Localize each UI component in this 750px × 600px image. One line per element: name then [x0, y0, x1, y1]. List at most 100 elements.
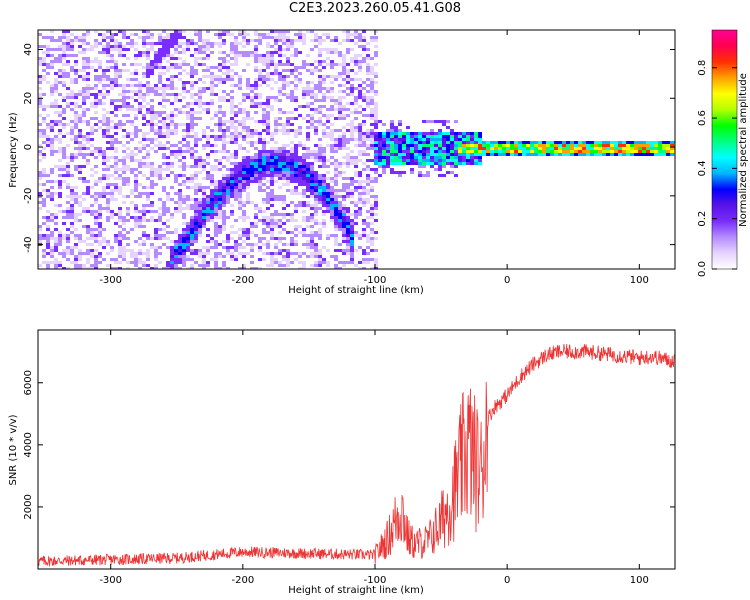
spectrogram-cell	[194, 132, 198, 135]
colorbar-tick-label: 0.0	[697, 261, 708, 277]
spectrogram-cell	[314, 183, 318, 186]
spectrogram-cell	[310, 264, 314, 267]
spectrogram-cell	[610, 147, 614, 150]
spectrogram-cell	[238, 78, 242, 81]
spectrogram-cell	[246, 51, 250, 54]
spectrogram-cell	[166, 237, 170, 240]
spectrogram-cell	[82, 33, 86, 36]
spectrogram-cell	[158, 174, 162, 177]
spectrogram-cell	[102, 84, 106, 87]
spectrogram-cell	[590, 147, 594, 150]
spectrogram-cell	[366, 171, 370, 174]
spectrogram-cell	[246, 156, 250, 159]
spectrogram-cell	[298, 204, 302, 207]
spectrogram-cell	[190, 174, 194, 177]
spectrogram-cell	[158, 228, 162, 231]
spectrogram-cell	[282, 156, 286, 159]
spectrogram-cell	[62, 144, 66, 147]
spectrogram-cell	[138, 237, 142, 240]
spectrogram-cell	[154, 51, 158, 54]
spectrogram-cell	[102, 57, 106, 60]
spectrogram-cell	[90, 168, 94, 171]
spectrogram-cell	[338, 114, 342, 117]
spectrogram-cell	[98, 42, 102, 45]
spectrogram-cell	[62, 99, 66, 102]
spectrogram-cell	[66, 267, 70, 269]
spectrogram-cell	[194, 255, 198, 258]
spectrogram-cell	[266, 132, 270, 135]
spectrogram-cell	[234, 165, 238, 168]
spectrogram-cell	[130, 120, 134, 123]
spectrogram-cell	[214, 177, 218, 180]
spectrogram-cell	[242, 201, 246, 204]
spectrogram-cell	[198, 99, 202, 102]
spectrogram-cell	[386, 156, 390, 159]
spectrogram-cell	[234, 258, 238, 261]
spectrogram-cell	[210, 93, 214, 96]
spectrogram-cell	[142, 147, 146, 150]
spectrogram-cell	[262, 75, 266, 78]
spectrogram-cell	[298, 33, 302, 36]
spectrogram-cell	[454, 147, 458, 150]
spectrogram-cell	[634, 147, 638, 150]
spectrogram-cell	[418, 30, 422, 33]
spectrogram-cell	[122, 246, 126, 249]
spectrogram-cell	[366, 48, 370, 51]
spectrogram-cell	[358, 105, 362, 108]
spectrogram-cell	[418, 228, 422, 231]
spectrogram-cell	[162, 30, 166, 33]
spectrogram-cell	[278, 162, 282, 165]
spectrogram-cell	[370, 90, 374, 93]
spectrogram-cell	[58, 252, 62, 255]
spectrogram-cell	[198, 207, 202, 210]
spectrogram-cell	[182, 234, 186, 237]
spectrogram-cell	[246, 120, 250, 123]
spectrogram-cell	[58, 237, 62, 240]
spectrogram-cell	[442, 147, 446, 150]
spectrogram-cell	[570, 153, 574, 156]
spectrogram-cell	[214, 264, 218, 267]
spectrogram-cell	[90, 153, 94, 156]
spectrogram-cell	[154, 258, 158, 261]
spectrogram-cell	[66, 81, 70, 84]
spectrogram-cell	[162, 72, 166, 75]
spectrogram-cell	[366, 225, 370, 228]
spectrogram-cell	[70, 195, 74, 198]
spectrogram-cell	[158, 126, 162, 129]
spectrogram-cell	[518, 150, 522, 153]
spectrogram-cell	[494, 141, 498, 144]
spectrogram-cell	[214, 225, 218, 228]
spectrogram-cell	[62, 174, 66, 177]
spectrogram-cell	[290, 45, 294, 48]
spectrogram-cell	[410, 213, 414, 216]
spectrogram-cell	[358, 192, 362, 195]
spectrogram-cell	[154, 57, 158, 60]
spectrogram-cell	[282, 102, 286, 105]
spectrogram-cell	[218, 162, 222, 165]
spectrogram-cell	[346, 147, 350, 150]
spectrogram-cell	[106, 207, 110, 210]
spectrogram-cell	[86, 78, 90, 81]
spectrogram-cell	[382, 135, 386, 138]
spectrogram-cell	[82, 51, 86, 54]
spectrogram-cell	[270, 237, 274, 240]
spectrogram-cell	[122, 222, 126, 225]
spectrogram-cell	[302, 66, 306, 69]
spectrogram-cell	[106, 120, 110, 123]
spectrogram-cell	[246, 228, 250, 231]
spectrogram-cell	[50, 123, 54, 126]
spectrogram-cell	[114, 267, 118, 269]
spectrogram-cell	[206, 171, 210, 174]
spectrogram-cell	[122, 150, 126, 153]
spectrogram-cell	[194, 111, 198, 114]
spectrogram-cell	[334, 240, 338, 243]
spectrogram-cell	[330, 177, 334, 180]
spectrogram-cell	[234, 111, 238, 114]
spectrogram-cell	[222, 207, 226, 210]
spectrogram-cell	[282, 255, 286, 258]
spectrogram-cell	[130, 255, 134, 258]
spectrogram-cell	[522, 141, 526, 144]
spectrogram-cell	[98, 126, 102, 129]
spectrogram-cell	[122, 144, 126, 147]
spectrogram-cell	[206, 69, 210, 72]
